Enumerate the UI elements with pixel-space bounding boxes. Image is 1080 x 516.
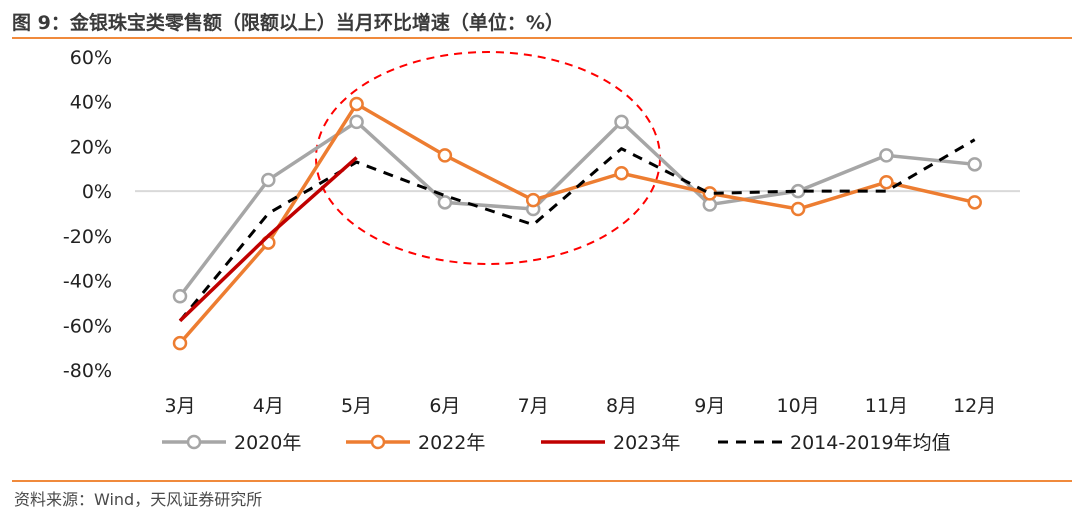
- y-tick-label: -20%: [63, 226, 112, 248]
- source-divider: [12, 480, 1072, 482]
- x-tick-label: 7月: [518, 395, 549, 417]
- x-tick-label: 3月: [164, 395, 195, 417]
- line-chart: 60% 40% 20% 0% -20% -40% -60% -80% 3月 4月 5月 6月 7月 8月…: [63, 47, 1020, 454]
- data-point: [525, 192, 541, 208]
- y-tick-label: 20%: [70, 136, 112, 158]
- x-tick-label: 12月: [953, 395, 996, 417]
- data-point: [261, 172, 276, 188]
- legend-marker: [370, 434, 386, 450]
- x-tick-label: 5月: [341, 395, 372, 417]
- legend-label: 2022年: [418, 432, 485, 454]
- data-point: [967, 195, 982, 210]
- y-tick-label: -40%: [63, 271, 112, 293]
- series-line-0: [178, 120, 975, 298]
- y-axis-ticks: 60% 40% 20% 0% -20% -40% -60% -80%: [63, 47, 112, 382]
- title-divider: [12, 37, 1072, 39]
- data-point: [172, 335, 188, 351]
- data-point: [614, 114, 629, 130]
- source-note: 资料来源：Wind，天风证券研究所: [14, 490, 263, 509]
- data-point: [172, 288, 188, 304]
- chart-title: 图 9：金银珠宝类零售额（限额以上）当月环比增速（单位：%）: [12, 12, 564, 34]
- legend-label: 2020年: [234, 432, 301, 454]
- series-line-1: [178, 102, 976, 345]
- legend: 2020年 2022年 2023年 2014-2019年均值: [162, 432, 951, 454]
- data-point: [349, 96, 364, 112]
- series-line-2: [178, 156, 358, 323]
- legend-marker: [186, 434, 202, 450]
- y-tick-label: -60%: [63, 315, 112, 337]
- x-tick-label: 11月: [865, 395, 908, 417]
- x-tick-label: 4月: [253, 395, 284, 417]
- legend-label: 2023年: [613, 432, 680, 454]
- data-point: [790, 201, 806, 217]
- x-tick-label: 9月: [694, 395, 725, 417]
- data-point: [349, 114, 364, 130]
- x-tick-label: 8月: [606, 395, 637, 417]
- series-line-3: [178, 138, 976, 322]
- y-tick-label: 60%: [70, 47, 112, 69]
- y-tick-label: -80%: [63, 360, 112, 382]
- data-point: [879, 148, 894, 163]
- x-tick-label: 6月: [429, 395, 460, 417]
- x-tick-label: 10月: [777, 395, 820, 417]
- series-group: [172, 96, 982, 351]
- y-tick-label: 0%: [82, 181, 112, 203]
- data-point: [967, 157, 982, 172]
- legend-label: 2014-2019年均值: [790, 432, 951, 454]
- y-tick-label: 40%: [70, 92, 112, 114]
- x-axis-ticks: 3月 4月 5月 6月 7月 8月 9月 10月 11月 12月: [164, 395, 996, 417]
- data-point: [879, 174, 894, 190]
- data-point: [437, 195, 453, 210]
- data-point: [437, 148, 453, 163]
- data-point: [614, 166, 629, 181]
